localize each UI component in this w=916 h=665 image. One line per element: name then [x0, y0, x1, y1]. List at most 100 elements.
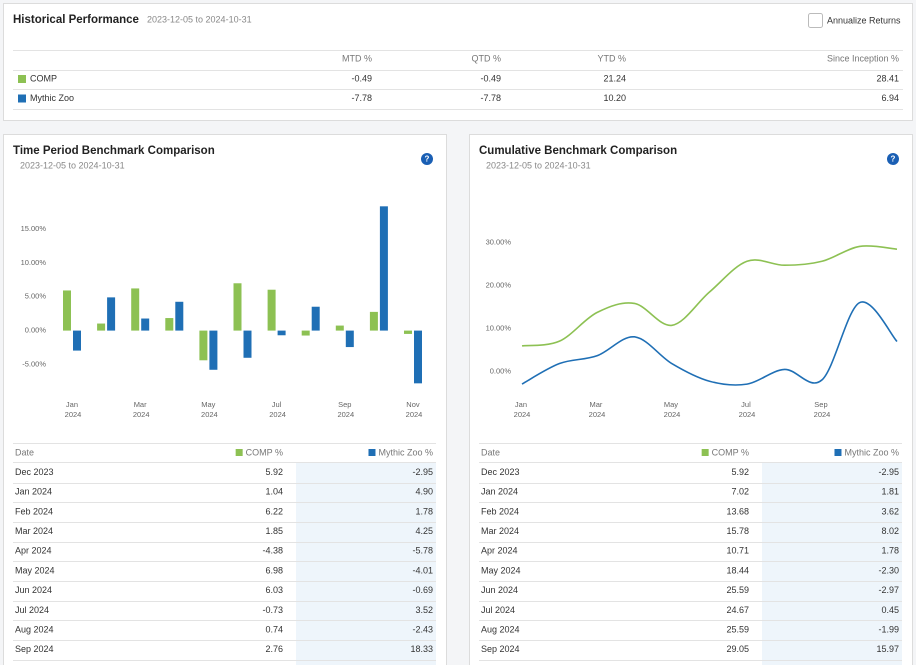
- cell: -1.99: [878, 624, 899, 634]
- x-tick-label: May 2024: [664, 400, 681, 419]
- column-header: Date: [15, 447, 34, 457]
- cell: 1.04: [265, 487, 283, 497]
- column-header: Since Inception %: [827, 53, 899, 63]
- x-tick-label: Sep 2024: [337, 400, 354, 419]
- bar: [209, 330, 218, 370]
- x-tick-label: Nov 2024: [406, 400, 423, 419]
- checkbox-label[interactable]: Annualize Returns: [827, 15, 901, 25]
- cell: Apr 2024: [481, 546, 518, 556]
- cell: Sep 2024: [15, 644, 54, 654]
- bar: [199, 330, 208, 361]
- cell: Dec 2023: [481, 467, 520, 477]
- bar: [277, 330, 286, 336]
- cell: -4.38: [262, 546, 283, 556]
- cell: 18.33: [410, 644, 433, 654]
- chart-subtitle: 2023-12-05 to 2024-10-31: [486, 160, 591, 170]
- cell: Feb 2024: [481, 506, 519, 516]
- date-range: 2023-12-05 to 2024-10-31: [147, 14, 252, 24]
- x-tick-label: Jul 2024: [739, 400, 756, 419]
- cell: Jan 2024: [15, 487, 52, 497]
- cell: 25.59: [726, 624, 749, 634]
- cell: -2.95: [412, 467, 433, 477]
- x-tick-label: Mar 2024: [133, 400, 150, 419]
- cell: -2.30: [878, 565, 899, 575]
- cell: Jul 2024: [481, 605, 515, 615]
- legend-swatch: [235, 449, 243, 456]
- cell: 15.97: [876, 644, 899, 654]
- row-name: Mythic Zoo: [30, 93, 74, 103]
- cell: Mar 2024: [15, 526, 53, 536]
- column-header: Mythic Zoo %: [378, 447, 433, 457]
- column-header: YTD %: [597, 53, 626, 63]
- bar: [107, 297, 116, 331]
- bar: [335, 325, 344, 331]
- help-icon: [421, 153, 433, 165]
- bar: [243, 330, 252, 358]
- y-tick-label: 0.00%: [490, 366, 512, 375]
- bar: [73, 330, 81, 351]
- cell: 7.02: [731, 487, 749, 497]
- x-tick-label: May 2024: [201, 400, 218, 419]
- bar: [267, 289, 276, 331]
- legend-swatch: [368, 449, 376, 456]
- x-tick-label: Jan 2024: [514, 400, 531, 419]
- bar: [311, 306, 320, 331]
- cell: 25.59: [726, 585, 749, 595]
- y-tick-label: 5.00%: [25, 292, 47, 301]
- bar: [414, 330, 422, 384]
- cell: Feb 2024: [15, 506, 53, 516]
- x-tick-label: Jul 2024: [269, 400, 286, 419]
- cell: 5.92: [731, 467, 749, 477]
- bar: [379, 206, 388, 331]
- column-header: MTD %: [342, 53, 372, 63]
- cell: 1.81: [881, 487, 899, 497]
- cell: Aug 2024: [481, 624, 520, 634]
- cell: 6.98: [265, 565, 283, 575]
- cell: 28.41: [876, 73, 899, 83]
- series-line: [521, 245, 898, 347]
- cell: -0.49: [351, 73, 372, 83]
- cell: 1.78: [415, 506, 433, 516]
- legend-swatch: [834, 449, 842, 456]
- column-shade: [762, 462, 902, 665]
- y-tick-label: -5.00%: [22, 359, 46, 368]
- bar: [175, 301, 184, 331]
- cell: 6.22: [265, 506, 283, 516]
- x-tick-label: Sep 2024: [814, 400, 831, 419]
- y-tick-label: 0.00%: [25, 326, 47, 335]
- checkbox[interactable]: [808, 13, 823, 28]
- cell: -2.43: [412, 624, 433, 634]
- bar: [345, 330, 354, 348]
- column-header: QTD %: [471, 53, 501, 63]
- cell: Jun 2024: [481, 585, 518, 595]
- y-tick-label: 20.00%: [486, 280, 512, 289]
- cell: 4.25: [415, 526, 433, 536]
- bar: [369, 311, 378, 331]
- cell: 4.90: [415, 487, 433, 497]
- cell: 6.03: [265, 585, 283, 595]
- bar: [404, 330, 412, 334]
- chart-subtitle: 2023-12-05 to 2024-10-31: [20, 160, 125, 170]
- cell: 1.85: [265, 526, 283, 536]
- cell: Jul 2024: [15, 605, 49, 615]
- bar: [131, 288, 140, 331]
- cell: 0.74: [265, 624, 283, 634]
- help-icon-text: ?: [891, 155, 896, 164]
- cell: Aug 2024: [15, 624, 54, 634]
- legend-swatch: [18, 94, 26, 103]
- cell: 0.45: [881, 605, 899, 615]
- bar: [63, 290, 71, 331]
- chart-title: Time Period Benchmark Comparison: [13, 145, 215, 157]
- help-icon: [887, 153, 899, 165]
- bar: [165, 318, 174, 331]
- bar: [233, 283, 242, 331]
- cell: Apr 2024: [15, 546, 52, 556]
- cell: -7.78: [480, 93, 501, 103]
- row-name: COMP: [30, 73, 57, 83]
- cell: 6.94: [881, 93, 899, 103]
- cell: Jan 2024: [481, 487, 518, 497]
- chart-title: Cumulative Benchmark Comparison: [479, 145, 677, 157]
- bar: [141, 318, 150, 331]
